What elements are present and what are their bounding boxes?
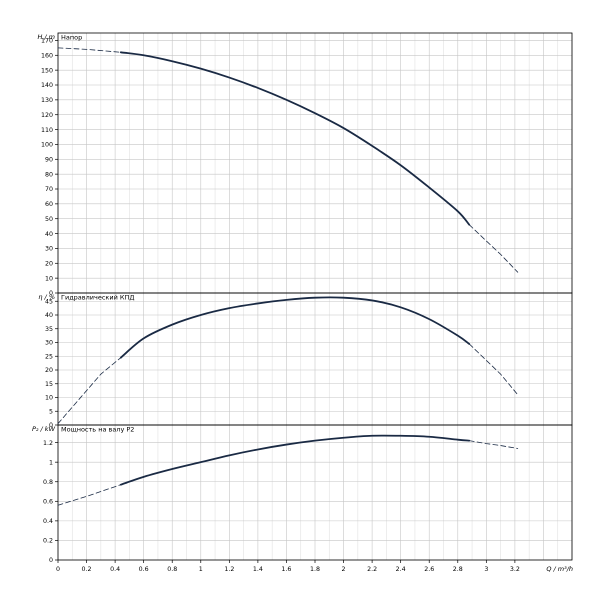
y-tick-label: 40	[45, 231, 53, 238]
y-tick-label: 0	[49, 422, 53, 429]
y-axis-label: η / %	[38, 293, 55, 301]
x-tick-label: 0	[56, 566, 60, 573]
x-tick-label: 1	[199, 566, 203, 573]
y-tick-label: 30	[45, 246, 53, 253]
x-tick-label: 0.2	[82, 566, 92, 573]
y-tick-label: 10	[45, 395, 53, 402]
y-tick-label: 150	[41, 67, 53, 74]
y-tick-label: 0	[49, 290, 53, 297]
x-tick-label: 3	[484, 566, 488, 573]
curve-solid	[119, 51, 471, 226]
x-tick-label: 2.8	[453, 566, 463, 573]
x-tick-label: 0.8	[167, 566, 177, 573]
y-tick-label: 80	[45, 171, 53, 178]
x-tick-label: 1.8	[310, 566, 320, 573]
y-tick-label: 70	[45, 186, 53, 193]
x-tick-label: 0.6	[139, 566, 149, 573]
y-tick-label: 20	[45, 367, 53, 374]
y-tick-label: 120	[41, 112, 53, 119]
y-axis-label: P₂ / kW	[32, 425, 56, 433]
curve-dashed	[468, 343, 519, 396]
y-tick-label: 0.4	[43, 518, 53, 525]
y-tick-label: 160	[41, 52, 53, 59]
y-tick-label: 100	[41, 142, 53, 149]
y-tick-label: 5	[49, 408, 53, 415]
panel-title: Напор	[61, 34, 82, 42]
axes-layer	[55, 32, 573, 563]
y-tick-label: 140	[41, 82, 53, 89]
y-tick-label: 50	[45, 216, 53, 223]
x-tick-label: 3.2	[510, 566, 520, 573]
x-axis-label: Q / m³/h	[546, 565, 573, 573]
y-axis-label: H / m	[37, 33, 55, 41]
panel-title: Мощность на валу P2	[61, 426, 134, 434]
x-tick-label: 2.4	[396, 566, 406, 573]
x-tick-label: 1.4	[253, 566, 263, 573]
x-tick-label: 2.2	[367, 566, 377, 573]
y-tick-label: 130	[41, 97, 53, 104]
y-tick-label: 10	[45, 275, 53, 282]
y-tick-label: 35	[45, 326, 53, 333]
y-tick-label: 0.2	[43, 538, 53, 545]
y-tick-label: 170	[41, 38, 53, 45]
x-tick-label: 1.2	[224, 566, 234, 573]
y-tick-label: 45	[45, 298, 53, 305]
curve-dashed	[57, 357, 122, 425]
y-tick-label: 90	[45, 156, 53, 163]
x-tick-label: 0.4	[110, 566, 120, 573]
curve-solid	[119, 434, 471, 486]
y-tick-label: 20	[45, 260, 53, 267]
y-tick-label: 0.6	[43, 499, 53, 506]
curve-dashed	[57, 484, 122, 506]
y-tick-label: 15	[45, 381, 53, 388]
y-tick-label: 30	[45, 340, 53, 347]
label-layer: 0102030405060708090100110120130140150160…	[32, 33, 573, 573]
y-tick-label: 40	[45, 312, 53, 319]
y-tick-label: 1.2	[43, 440, 53, 447]
series-layer	[57, 47, 519, 506]
y-tick-label: 0.8	[43, 479, 53, 486]
curve-solid	[119, 296, 471, 359]
y-tick-label: 60	[45, 201, 53, 208]
curve-dashed	[468, 440, 519, 449]
x-tick-label: 1.6	[281, 566, 291, 573]
y-tick-label: 1	[49, 459, 53, 466]
curve-dashed	[57, 47, 122, 53]
y-tick-label: 0	[49, 557, 53, 564]
curve-dashed	[468, 224, 519, 273]
x-tick-label: 2.6	[424, 566, 434, 573]
panel-title: Гидравлический КПД	[61, 294, 134, 302]
x-tick-label: 2	[342, 566, 346, 573]
y-tick-label: 110	[41, 127, 53, 134]
y-tick-label: 25	[45, 353, 53, 360]
